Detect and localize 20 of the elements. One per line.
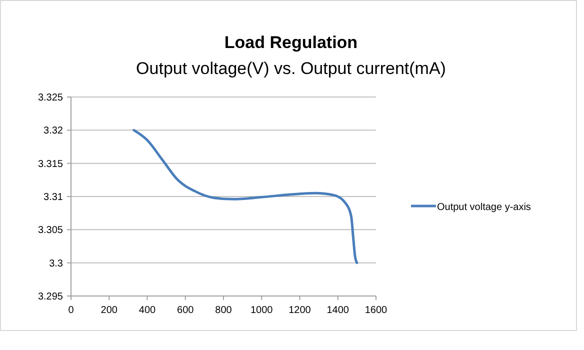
- x-tick-label: 600: [177, 305, 194, 316]
- y-tick-label: 3.295: [38, 292, 64, 302]
- chart-subtitle: Output voltage(V) vs. Output current(mA): [136, 59, 446, 78]
- y-tick-label: 3.315: [38, 158, 64, 170]
- legend-label: Output voltage y-axis: [437, 202, 531, 213]
- y-tick-label: 3.32: [44, 126, 64, 137]
- y-tick-label: 3.325: [38, 92, 64, 104]
- y-tick-label: 3.3: [49, 258, 64, 270]
- x-tick-label: 800: [215, 305, 232, 316]
- x-tick-label: 400: [138, 305, 156, 316]
- y-tick-label: 3.305: [38, 225, 64, 236]
- x-tick-label: 1400: [326, 305, 350, 316]
- x-tick-label: 0: [68, 305, 74, 316]
- x-tick-label: 1200: [288, 305, 312, 316]
- x-tick-label: 1000: [250, 305, 274, 316]
- y-tick-label: 3.31: [44, 192, 64, 203]
- x-tick-label: 200: [100, 305, 118, 316]
- chart-title: Load Regulation: [224, 33, 358, 52]
- x-tick-label: 1600: [364, 305, 388, 316]
- line-series: [132, 128, 358, 264]
